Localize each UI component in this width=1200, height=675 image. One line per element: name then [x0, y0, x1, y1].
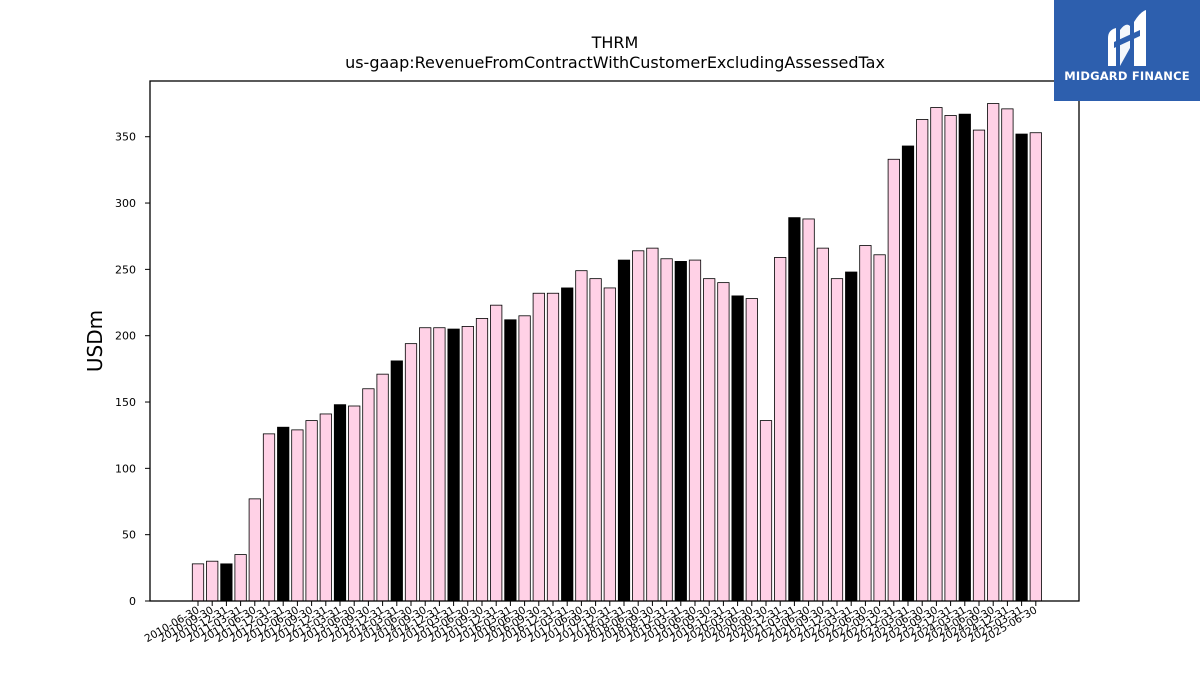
- bar: [504, 319, 517, 602]
- bar: [958, 113, 971, 602]
- bar: [731, 295, 744, 602]
- bar: [788, 217, 801, 602]
- bar: [277, 426, 290, 602]
- bar: [390, 360, 403, 602]
- bar: [319, 413, 332, 602]
- bar: [674, 261, 687, 602]
- bar: [404, 343, 418, 602]
- y-tick-label: 300: [115, 197, 136, 210]
- bar: [944, 115, 957, 602]
- bar: [1015, 133, 1028, 602]
- bar: [603, 287, 616, 602]
- bar: [220, 563, 233, 602]
- x-ticks-group: 2010-06-302010-09-302010-12-312011-03-31…: [143, 601, 1039, 645]
- y-ticks-group: 0 50 100 150 200 250 300 350: [115, 131, 150, 608]
- bar: [305, 420, 318, 602]
- y-tick-label: 200: [115, 330, 136, 343]
- y-tick-label: 350: [115, 131, 136, 144]
- bar: [901, 145, 915, 602]
- bar: [646, 247, 659, 602]
- y-tick-label: 50: [122, 529, 136, 542]
- y-tick-label: 100: [115, 462, 136, 475]
- bar: [206, 560, 219, 602]
- chart-subtitle: us-gaap:RevenueFromContractWithCustomerE…: [345, 53, 885, 72]
- bar: [660, 258, 673, 602]
- bar: [617, 259, 631, 602]
- bar: [248, 498, 261, 602]
- chart-title: THRM: [591, 33, 639, 52]
- bar: [419, 327, 432, 602]
- plot-frame: [149, 80, 1080, 602]
- bar: [745, 298, 758, 602]
- bar: [333, 404, 347, 602]
- brand-logo-text: MIDGARD FINANCE: [1064, 69, 1190, 83]
- bar: [717, 282, 730, 602]
- bar: [987, 103, 1000, 602]
- bar: [291, 429, 304, 602]
- bar: [703, 278, 716, 602]
- midgard-logo-icon: [1108, 10, 1146, 67]
- bar: [433, 327, 446, 602]
- bar: [916, 119, 929, 602]
- bar: [688, 259, 702, 602]
- bar: [830, 278, 844, 602]
- bar: [845, 271, 858, 602]
- bar: [873, 254, 886, 602]
- bar: [461, 326, 474, 602]
- bar: [376, 373, 389, 602]
- bar: [518, 315, 531, 602]
- bar: [532, 292, 545, 602]
- bar: [546, 292, 560, 602]
- bar: [887, 158, 900, 602]
- bar: [859, 245, 872, 602]
- bar: [447, 328, 460, 602]
- bar: [1001, 108, 1014, 602]
- bar: [589, 278, 602, 602]
- bar: [930, 107, 943, 602]
- bar: [348, 405, 361, 602]
- brand-logo: MIDGARD FINANCE: [1054, 0, 1200, 101]
- y-tick-label: 250: [115, 263, 136, 276]
- bars-group: [191, 103, 1042, 602]
- bar: [561, 287, 574, 602]
- bar: [632, 250, 645, 602]
- y-tick-label: 0: [129, 595, 136, 608]
- bar: [1029, 132, 1042, 602]
- bar: [575, 270, 588, 602]
- bar: [234, 554, 247, 602]
- bar: [362, 388, 375, 602]
- bar: [475, 318, 489, 602]
- bar: [262, 433, 276, 602]
- y-tick-label: 150: [115, 396, 136, 409]
- bar: [191, 563, 205, 602]
- bar: [759, 420, 773, 602]
- bar: [774, 257, 787, 602]
- y-axis-label: USDm: [83, 310, 107, 372]
- bar: [490, 304, 503, 602]
- bar: [802, 218, 815, 602]
- bar: [972, 129, 986, 602]
- bar: [816, 247, 829, 602]
